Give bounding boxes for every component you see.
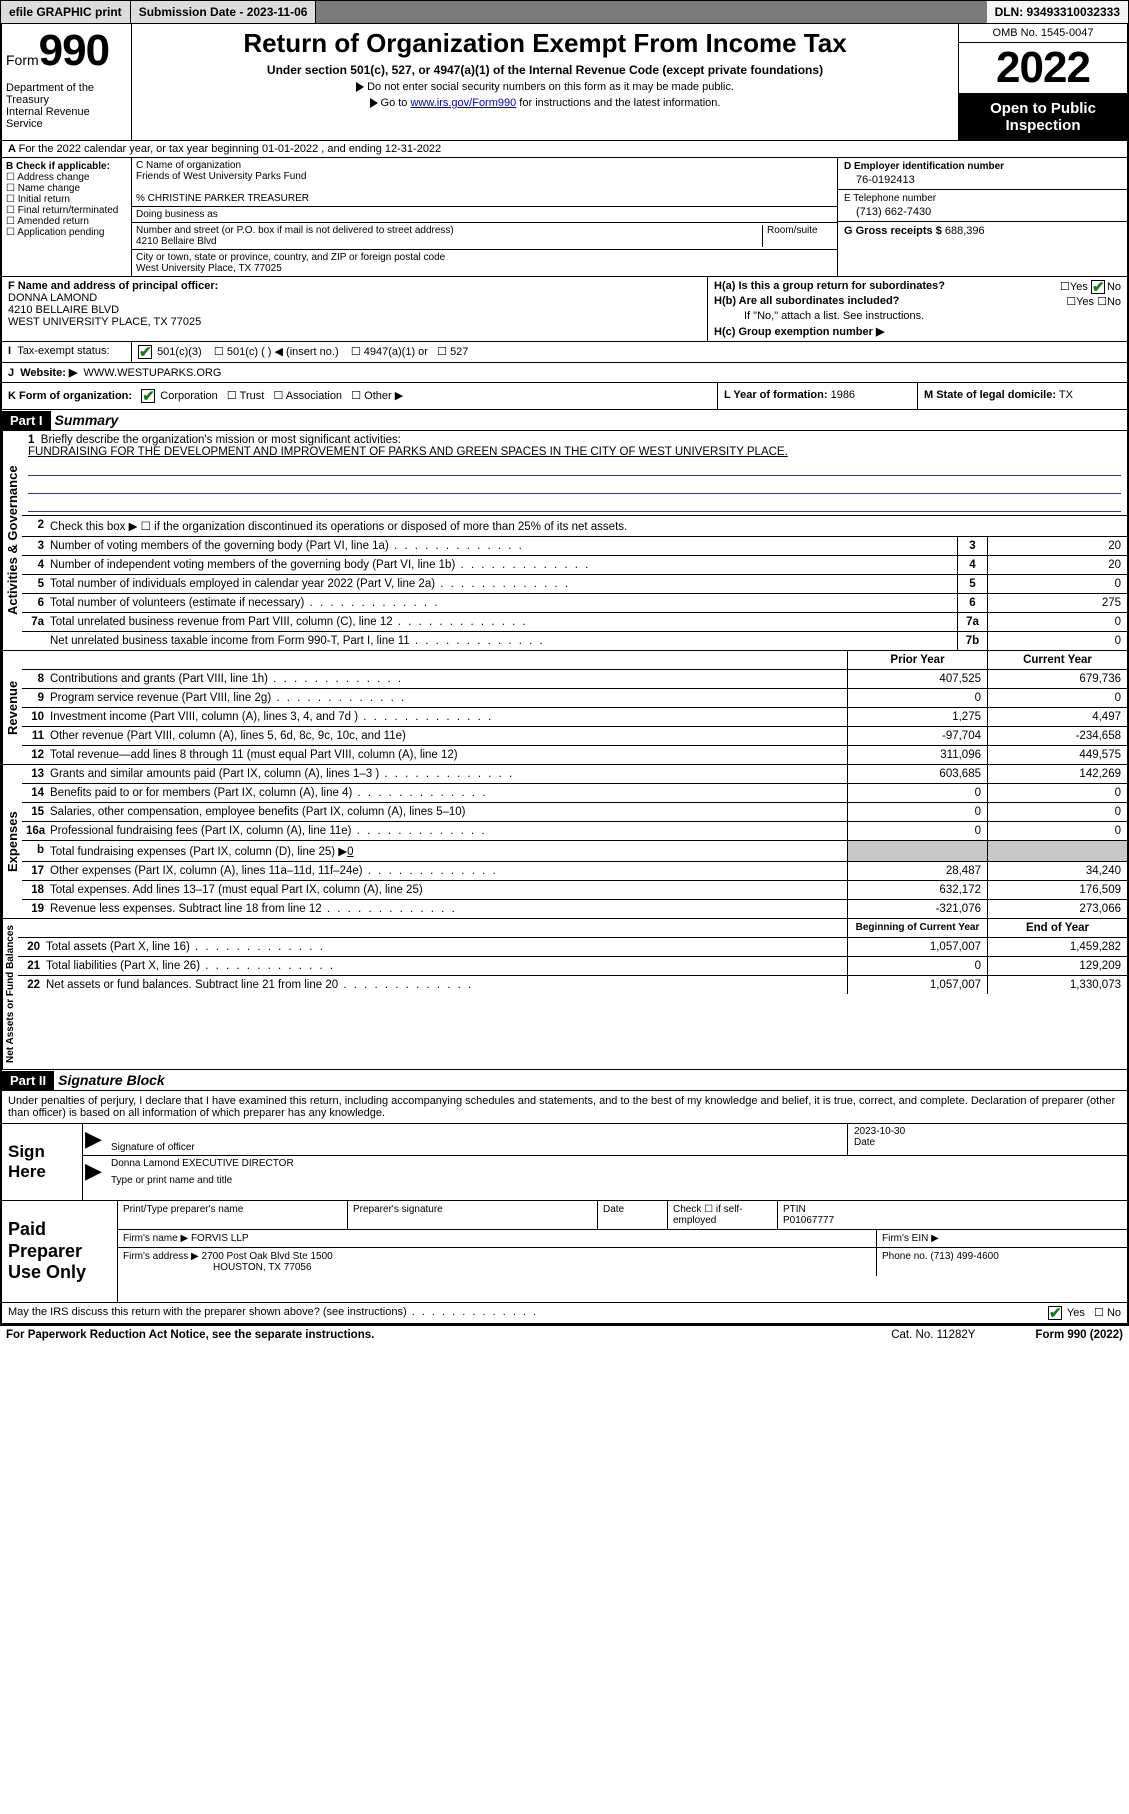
- part1-title: Summary: [51, 410, 127, 430]
- part2-title: Signature Block: [54, 1070, 173, 1090]
- sign-arrow-icon: ▶: [83, 1124, 107, 1155]
- ein-cell: D Employer identification number 76-0192…: [838, 158, 1127, 190]
- checkbox-501c3[interactable]: [138, 345, 152, 359]
- mission-text: FUNDRAISING FOR THE DEVELOPMENT AND IMPR…: [28, 446, 788, 458]
- paid-preparer-label: Paid Preparer Use Only: [2, 1201, 117, 1302]
- top-bar: efile GRAPHIC print Submission Date - 20…: [0, 0, 1129, 24]
- form-note-ssn: Do not enter social security numbers on …: [138, 81, 952, 93]
- irs-link[interactable]: www.irs.gov/Form990: [410, 97, 516, 109]
- principal-officer: F Name and address of principal officer:…: [2, 277, 707, 341]
- form-subtitle: Under section 501(c), 527, or 4947(a)(1)…: [138, 63, 952, 77]
- form-ref: Form 990 (2022): [1035, 1329, 1123, 1341]
- form-title: Return of Organization Exempt From Incom…: [138, 28, 952, 59]
- dln-label: DLN: 93493310032333: [987, 1, 1128, 23]
- checkbox-corporation[interactable]: [141, 389, 155, 403]
- part2-header: Part II: [2, 1071, 54, 1090]
- expenses-label: Expenses: [2, 765, 22, 918]
- efile-print-button[interactable]: efile GRAPHIC print: [1, 1, 131, 23]
- paperwork-notice: For Paperwork Reduction Act Notice, see …: [6, 1329, 374, 1341]
- form-note-link: Go to www.irs.gov/Form990 for instructio…: [138, 97, 952, 109]
- revenue-label: Revenue: [2, 651, 22, 764]
- sign-here-label: Sign Here: [2, 1124, 82, 1200]
- omb-number: OMB No. 1545-0047: [959, 24, 1127, 43]
- open-inspection-badge: Open to Public Inspection: [959, 94, 1127, 140]
- group-return-section: H(a) Is this a group return for subordin…: [707, 277, 1127, 341]
- tax-exempt-label: I Tax-exempt status:: [2, 342, 132, 362]
- part1-header: Part I: [2, 411, 51, 430]
- perjury-declaration: Under penalties of perjury, I declare th…: [2, 1090, 1127, 1123]
- dba-row: Doing business as: [132, 207, 837, 223]
- city-row: City or town, state or province, country…: [132, 250, 837, 276]
- dept-treasury: Department of the TreasuryInternal Reven…: [6, 82, 127, 130]
- net-assets-label: Net Assets or Fund Balances: [2, 919, 18, 1069]
- form-of-org: K Form of organization: Corporation ☐ Tr…: [2, 383, 717, 409]
- year-formation: L Year of formation: 1986: [717, 383, 917, 409]
- org-name-row: C Name of organization Friends of West U…: [132, 158, 837, 207]
- line-a-tax-year: A For the 2022 calendar year, or tax yea…: [2, 140, 1127, 157]
- officer-signature-field[interactable]: Signature of officer: [107, 1124, 847, 1155]
- address-row: Number and street (or P.O. box if mail i…: [132, 223, 837, 250]
- tax-year: 2022: [959, 43, 1127, 94]
- governance-label: Activities & Governance: [2, 431, 22, 650]
- val-line3: 20: [987, 537, 1127, 555]
- website-row: J Website: ▶ WWW.WESTUPARKS.ORG: [2, 363, 1127, 382]
- cat-no: Cat. No. 11282Y: [891, 1329, 975, 1341]
- state-domicile: M State of legal domicile: TX: [917, 383, 1127, 409]
- telephone-cell: E Telephone number (713) 662-7430: [838, 190, 1127, 222]
- may-discuss-row: May the IRS discuss this return with the…: [2, 1302, 1127, 1323]
- gross-receipts-cell: G Gross receipts $ 688,396: [838, 222, 1127, 240]
- form-number: Form990: [6, 26, 127, 76]
- submission-date-button[interactable]: Submission Date - 2023-11-06: [131, 1, 317, 23]
- officer-name-field: Donna Lamond EXECUTIVE DIRECTOR Type or …: [107, 1156, 1127, 1188]
- box-b-check-applicable: B Check if applicable: ☐ Address change …: [2, 158, 132, 276]
- tax-exempt-status: 501(c)(3) ☐ 501(c) ( ) ◀ (insert no.) ☐ …: [132, 342, 1127, 362]
- checkbox-may-yes[interactable]: [1048, 1306, 1062, 1320]
